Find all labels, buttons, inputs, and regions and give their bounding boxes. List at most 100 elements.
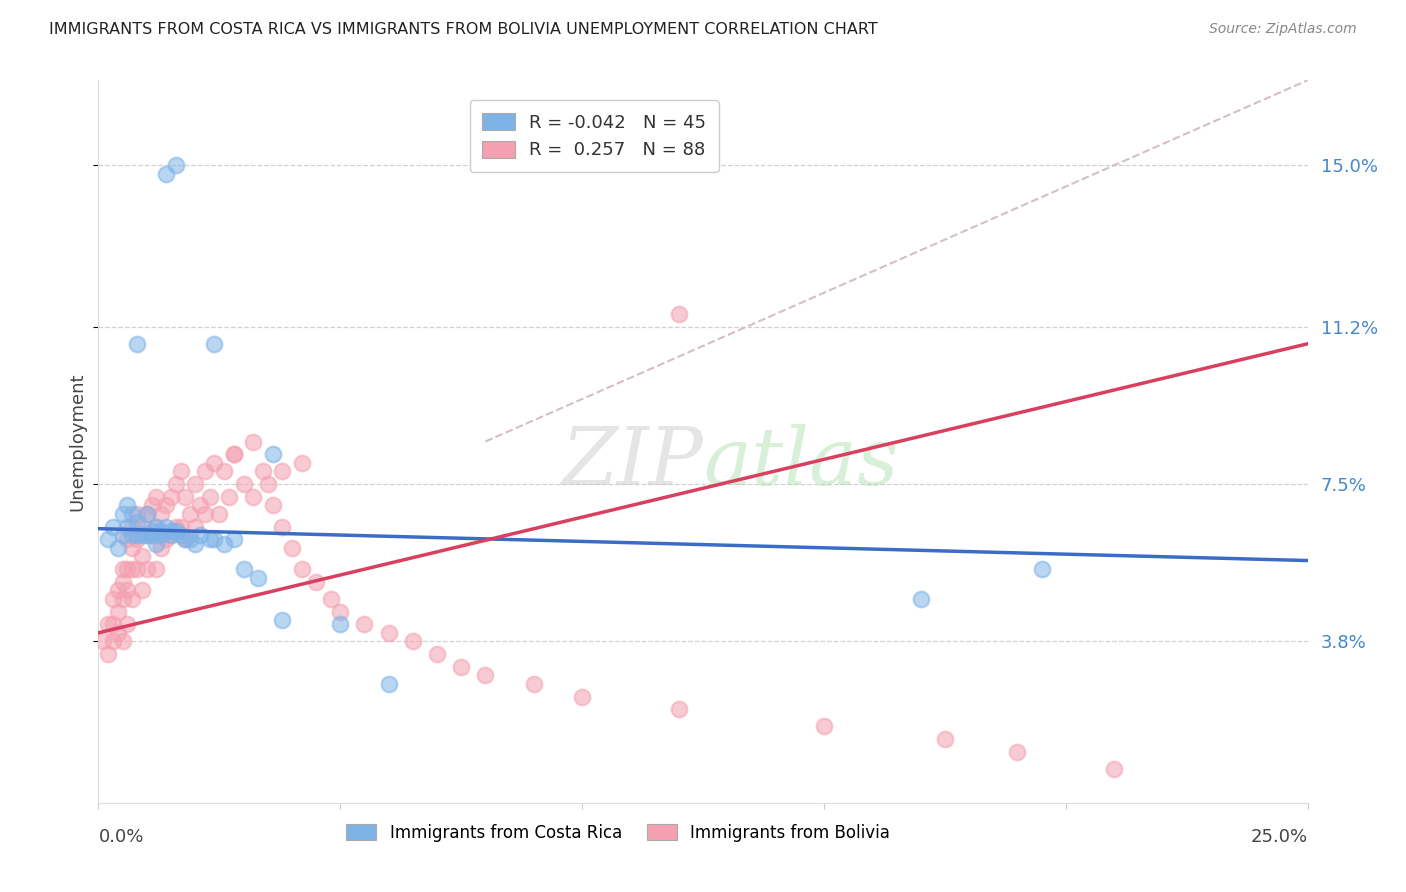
Point (290, 456, 312, 470)
Point (232, 477, 254, 491)
Point (204, 533, 226, 547)
Point (127, 516, 149, 530)
Point (377, 677, 399, 691)
Point (131, 549, 153, 564)
Point (426, 647, 449, 661)
Point (127, 507, 149, 521)
Point (222, 533, 245, 547)
Point (117, 519, 139, 533)
Point (194, 464, 217, 478)
Point (117, 583, 139, 598)
Point (117, 498, 139, 512)
Point (218, 490, 240, 504)
Point (131, 519, 153, 533)
Point (145, 562, 167, 576)
Point (242, 490, 264, 504)
Point (271, 613, 294, 627)
Point (329, 605, 352, 619)
Point (131, 583, 153, 598)
Point (141, 498, 163, 512)
Point (107, 625, 129, 640)
Point (97, 533, 120, 547)
Point (329, 617, 352, 632)
Text: ZIP: ZIP (561, 425, 703, 502)
Point (150, 541, 173, 555)
Point (290, 562, 312, 576)
Point (155, 167, 177, 181)
Point (135, 507, 157, 521)
Point (271, 519, 294, 533)
Point (117, 617, 139, 632)
Point (198, 533, 221, 547)
Point (813, 719, 835, 733)
Point (155, 519, 177, 533)
Point (145, 519, 167, 533)
Point (107, 605, 129, 619)
Point (204, 336, 226, 351)
Point (232, 562, 254, 576)
Point (377, 625, 399, 640)
Text: 25.0%: 25.0% (1250, 828, 1308, 846)
Point (141, 528, 163, 542)
Point (194, 507, 217, 521)
Point (127, 528, 149, 542)
Point (188, 498, 211, 512)
Point (184, 519, 207, 533)
Point (222, 447, 245, 461)
Point (204, 456, 226, 470)
Point (135, 528, 157, 542)
Point (107, 541, 129, 555)
Point (121, 519, 143, 533)
Point (121, 528, 143, 542)
Point (111, 591, 134, 606)
Point (179, 533, 201, 547)
Point (174, 490, 197, 504)
Point (101, 634, 124, 648)
Point (97, 647, 120, 661)
Point (141, 528, 163, 542)
Point (934, 732, 956, 747)
Point (145, 490, 167, 504)
Point (169, 528, 191, 542)
Point (111, 528, 134, 542)
Point (121, 541, 143, 555)
Point (247, 570, 270, 584)
Point (281, 541, 304, 555)
Point (150, 528, 173, 542)
Point (212, 536, 235, 550)
Point (135, 507, 157, 521)
Point (121, 562, 143, 576)
Point (117, 533, 139, 547)
Point (91, 634, 114, 648)
Point (450, 660, 472, 674)
Text: atlas: atlas (703, 425, 898, 502)
Point (155, 533, 177, 547)
Point (155, 498, 177, 512)
Legend: Immigrants from Costa Rica, Immigrants from Bolivia: Immigrants from Costa Rica, Immigrants f… (340, 817, 897, 848)
Point (150, 524, 173, 538)
Point (131, 528, 153, 542)
Point (212, 464, 235, 478)
Point (145, 536, 167, 550)
Point (353, 617, 375, 632)
Point (111, 634, 134, 648)
Point (184, 477, 207, 491)
Y-axis label: Unemployment: Unemployment (69, 372, 87, 511)
Point (305, 574, 328, 589)
Point (222, 447, 245, 461)
Point (165, 524, 187, 538)
Text: IMMIGRANTS FROM COSTA RICA VS IMMIGRANTS FROM BOLIVIA UNEMPLOYMENT CORRELATION C: IMMIGRANTS FROM COSTA RICA VS IMMIGRANTS… (49, 22, 877, 37)
Point (121, 507, 143, 521)
Point (111, 507, 134, 521)
Point (165, 519, 187, 533)
Point (160, 528, 183, 542)
Point (188, 528, 211, 542)
Point (262, 498, 284, 512)
Point (262, 447, 284, 461)
Point (111, 574, 134, 589)
Point (174, 533, 197, 547)
Point (179, 507, 201, 521)
Point (135, 562, 157, 576)
Point (910, 591, 932, 606)
Point (523, 677, 546, 691)
